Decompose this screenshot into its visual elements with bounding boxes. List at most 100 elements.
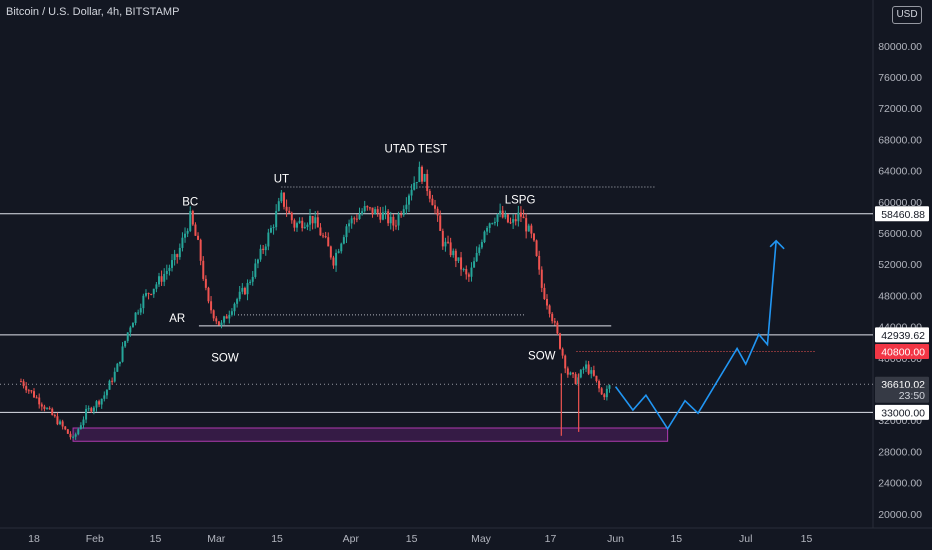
candle-body (603, 394, 606, 398)
y-tick-label: 60000.00 (878, 197, 922, 209)
annotation-lspg[interactable]: LSPG (505, 194, 536, 206)
candle-body (392, 216, 395, 226)
candle-body (441, 230, 444, 247)
candle-body (202, 260, 205, 279)
candle-body (314, 217, 317, 224)
candle-body (559, 333, 562, 349)
annotation-ut[interactable]: UT (274, 173, 289, 185)
candle-body (85, 408, 88, 420)
x-tick-label: 15 (271, 533, 283, 545)
candle-body (337, 251, 340, 253)
candle-body (569, 372, 572, 375)
candle-body (473, 261, 476, 268)
candle-body (264, 246, 267, 251)
candle-body (246, 283, 249, 295)
candle-body (426, 173, 429, 192)
candle-body (434, 205, 437, 209)
candle-body (420, 166, 423, 182)
candle-body (366, 206, 369, 208)
x-tick-label: 15 (406, 533, 418, 545)
candle-body (587, 364, 590, 374)
candle-body (243, 287, 246, 295)
x-tick-label: May (471, 533, 492, 545)
annotation-sow[interactable]: SOW (528, 350, 556, 362)
candle-body (282, 192, 285, 207)
x-tick-label: 17 (545, 533, 557, 545)
candle-body (121, 346, 124, 362)
candle-body (564, 355, 567, 369)
candle-body (59, 421, 62, 425)
currency-badge[interactable]: USD (892, 6, 922, 24)
annotation-ar[interactable]: AR (169, 313, 185, 325)
candle-body (509, 222, 512, 224)
candle-body (400, 214, 403, 216)
candle-body (272, 227, 275, 229)
candle-body (449, 242, 452, 256)
annotation-sow[interactable]: SOW (211, 353, 239, 365)
price-label-white: 42939.62 (881, 330, 925, 342)
candle-body (212, 310, 215, 319)
annotation-utad-test[interactable]: UTAD TEST (384, 144, 447, 156)
candle-body (118, 361, 121, 364)
candle-body (402, 209, 405, 216)
candle-body (532, 233, 535, 241)
candle-body (113, 371, 116, 382)
x-tick-label: Jul (739, 533, 752, 545)
candle-body (147, 293, 150, 295)
candle-body (556, 322, 559, 334)
candle-body (74, 434, 77, 437)
candle-body (254, 263, 257, 277)
candle-body (574, 374, 577, 385)
price-label-red: 40800.00 (881, 347, 925, 359)
candle-body (87, 408, 90, 410)
candle-body (598, 381, 601, 389)
candle-body (462, 269, 465, 271)
candle-body (103, 395, 106, 399)
candle-body (491, 223, 494, 225)
candle-body (454, 250, 457, 261)
chart-title: Bitcoin / U.S. Dollar, 4h, BITSTAMP (6, 6, 180, 18)
candle-body (311, 215, 314, 224)
candle-body (332, 257, 335, 266)
candle-body (595, 375, 598, 382)
candle-body (186, 230, 189, 234)
accumulation-zone[interactable] (72, 427, 669, 442)
projection-path[interactable] (614, 240, 777, 431)
candle-body (415, 182, 418, 184)
y-tick-label: 76000.00 (878, 72, 922, 84)
y-tick-label: 72000.00 (878, 103, 922, 115)
candle-body (499, 210, 502, 215)
candle-body (157, 276, 160, 285)
candle-body (105, 389, 108, 396)
candle-body (486, 227, 489, 232)
candle-body (204, 278, 207, 288)
candle-body (496, 214, 499, 222)
candle-body (189, 211, 192, 231)
x-tick-label: Jun (607, 533, 624, 545)
candle-body (306, 224, 309, 227)
candle-body (452, 250, 455, 256)
candle-body (303, 226, 306, 229)
candle-body (215, 318, 218, 322)
candle-body (374, 209, 377, 215)
candle-body (238, 291, 241, 300)
candle-body (116, 363, 119, 372)
candle-body (168, 267, 171, 271)
candle-body (259, 248, 262, 260)
candle-body (285, 206, 288, 211)
candle-body (223, 316, 226, 323)
candle-body (290, 212, 293, 221)
candle-body (545, 298, 548, 306)
candle-body (171, 260, 174, 268)
candle-body (280, 192, 283, 202)
y-tick-label: 28000.00 (878, 446, 922, 458)
candle-body (582, 368, 585, 370)
candle-body (191, 211, 194, 225)
y-tick-label: 64000.00 (878, 166, 922, 178)
candle-body (33, 391, 35, 398)
candle-body (389, 216, 392, 224)
candle-body (108, 380, 111, 390)
candles[interactable] (19, 161, 611, 440)
annotation-bc[interactable]: BC (182, 197, 198, 209)
